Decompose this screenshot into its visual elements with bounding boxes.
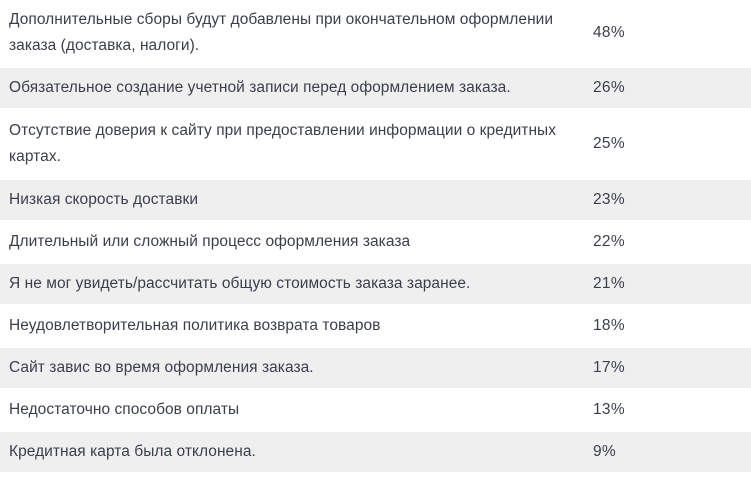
table-row: Недостаточно способов оплаты 13%	[0, 390, 751, 432]
percent-cell: 13%	[593, 401, 625, 418]
reason-cell: Недостаточно способов оплаты	[9, 401, 240, 418]
reason-cell: Обязательное создание учетной записи пер…	[9, 79, 511, 96]
percent-cell: 9%	[593, 443, 617, 460]
percent-cell: 23%	[593, 191, 625, 208]
reason-cell: Кредитная карта была отклонена.	[9, 443, 256, 460]
reason-cell: Дополнительные сборы будут добавлены при…	[9, 11, 554, 54]
reason-cell: Отсутствие доверия к сайту при предостав…	[9, 122, 557, 165]
table-row: Кредитная карта была отклонена. 9%	[0, 432, 751, 474]
percent-cell: 22%	[593, 233, 625, 250]
reason-cell: Сайт завис во время оформления заказа.	[9, 359, 314, 376]
reason-cell: Неудовлетворительная политика возврата т…	[9, 317, 381, 334]
percent-cell: 25%	[593, 135, 625, 152]
percent-cell: 18%	[593, 317, 625, 334]
table-row: Длительный или сложный процесс оформлени…	[0, 222, 751, 264]
percent-cell: 17%	[593, 359, 625, 376]
table-row: Я не мог увидеть/рассчитать общую стоимо…	[0, 264, 751, 306]
reason-cell: Я не мог увидеть/рассчитать общую стоимо…	[9, 275, 471, 292]
percent-cell: 48%	[593, 24, 625, 41]
table-row: Дополнительные сборы будут добавлены при…	[0, 0, 751, 68]
percent-cell: 21%	[593, 275, 625, 292]
table-row: Обязательное создание учетной записи пер…	[0, 68, 751, 110]
percent-cell: 26%	[593, 79, 625, 96]
table-row: Отсутствие доверия к сайту при предостав…	[0, 110, 751, 180]
table-row: Низкая скорость доставки 23%	[0, 180, 751, 222]
reason-cell: Низкая скорость доставки	[9, 191, 199, 208]
table-row: Сайт завис во время оформления заказа. 1…	[0, 348, 751, 390]
table-row: Неудовлетворительная политика возврата т…	[0, 306, 751, 348]
reason-cell: Длительный или сложный процесс оформлени…	[9, 233, 411, 250]
